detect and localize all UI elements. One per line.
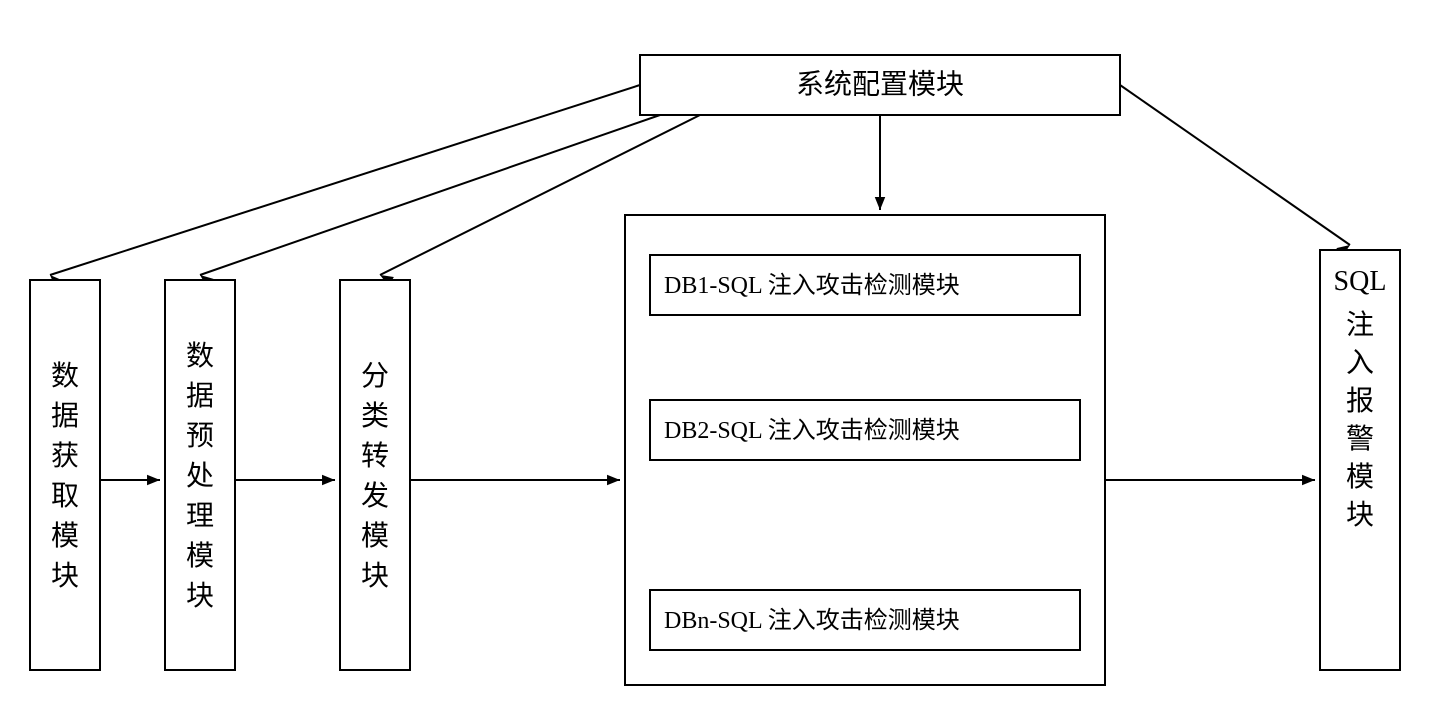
system-diagram: 系统配置模块数据获取模块数据预处理模块分类转发模块DB1-SQL 注入攻击检测模… <box>0 0 1449 708</box>
detection-item-2-label: DBn-SQL 注入攻击检测模块 <box>664 607 960 634</box>
dispatch-module <box>340 280 410 670</box>
data-acquire-module <box>30 280 100 670</box>
arrowhead <box>147 475 160 485</box>
arrowhead <box>322 475 335 485</box>
data-preprocess-module-label: 数据预处理模块 <box>186 340 214 612</box>
detection-item-1-label: DB2-SQL 注入攻击检测模块 <box>664 417 960 444</box>
edge-0 <box>50 85 640 275</box>
config-module-label: 系统配置模块 <box>796 68 964 100</box>
arrowhead <box>875 197 885 210</box>
arrowhead <box>1302 475 1315 485</box>
edge-4 <box>1120 85 1350 245</box>
arrowhead <box>607 475 620 485</box>
detection-item-0-label: DB1-SQL 注入攻击检测模块 <box>664 272 960 299</box>
